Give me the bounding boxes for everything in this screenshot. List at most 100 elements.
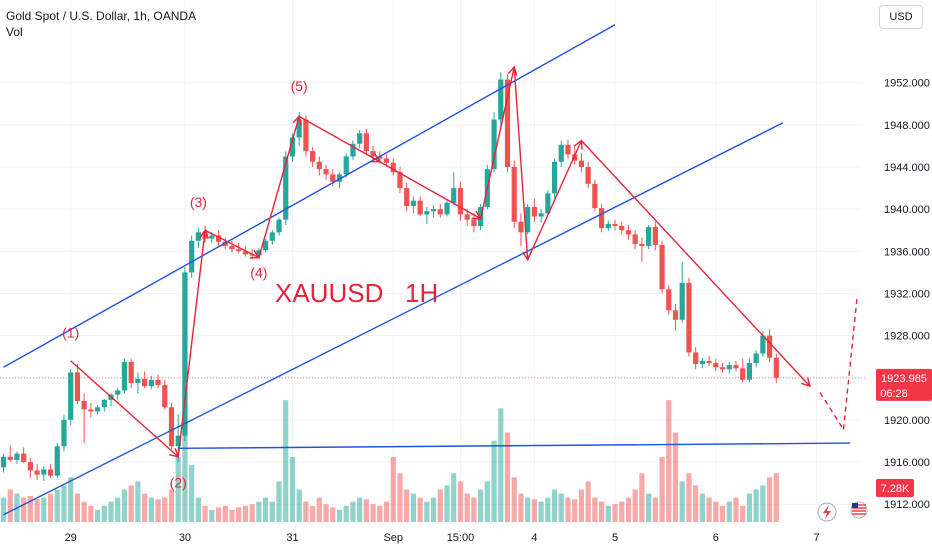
volume-bar [646,493,652,522]
volume-tag [876,479,914,497]
volume-bar [121,489,128,522]
volume-bar [383,501,390,522]
last-price-tag [876,368,932,401]
volume-bar [162,497,168,522]
volume-bars [0,392,779,522]
candle-body [316,161,322,170]
candle-body [330,174,336,182]
price-tick-label: 1920.000 [884,415,930,427]
volume-bar [182,392,188,522]
candle-body [491,119,497,170]
volume-bar [336,509,343,522]
candle-body [592,183,598,209]
wave-label: (4) [250,265,267,281]
volume-bar [27,496,33,522]
volume-bar [377,505,383,522]
candle-body [511,166,517,222]
candle-body [74,372,81,401]
volume-bar [753,489,759,522]
candle-body [430,209,437,212]
candle-body [558,144,564,162]
candle-body [14,453,20,460]
wave-segment [527,140,583,261]
candle-body [54,446,60,476]
candle-body [659,244,665,290]
candle-body [229,246,235,250]
candle-body [410,200,417,206]
channel-lower-line [3,122,784,516]
time-tick-label: 29 [65,532,77,544]
volume-bar [108,501,114,522]
candle-body [518,221,524,233]
volume-bar [370,504,376,522]
candle-body [404,188,410,206]
lightning-bolt-icon [823,505,831,519]
volume-bar [209,509,215,522]
volume-bar [504,432,511,522]
volume-bar [444,485,450,522]
volume-bar [88,505,94,522]
candles [0,72,779,482]
candle-body [236,249,242,252]
candle-body [94,407,101,412]
time-axis[interactable]: 29 30 31 Sep 15:00 4 5 6 7 [65,532,820,544]
candle-body [21,453,27,463]
candle-body [323,169,329,175]
volume-bar [256,501,262,522]
bottom-icons [817,501,868,522]
volume-bar [74,493,81,522]
volume-bar [706,497,712,522]
volume-bar [525,497,531,522]
volume-bar [531,499,537,522]
volume-bar [390,457,396,522]
volume-bar [397,473,403,522]
time-tick-label: 31 [286,532,298,544]
candle-body [666,289,672,311]
volume-bar [21,497,27,522]
volume-bar [229,509,235,522]
volume-bar [484,481,490,522]
candle-body [27,462,33,471]
candle-body [652,227,658,245]
candle-body [699,360,705,365]
candle-body [612,223,618,226]
candle-body [289,137,296,157]
currency-button[interactable]: USD [879,5,923,29]
candle-body [693,352,699,365]
candle-body [726,365,732,370]
candle-body [343,156,349,175]
candle-body [713,362,719,368]
volume-bar [666,400,672,522]
volume-bar [350,501,356,522]
candle-body [101,399,107,408]
volume-bar [437,489,443,522]
candle-body [424,211,430,215]
candle-body [283,156,289,220]
chart-title: XAUUSD 1H [275,278,438,308]
volume-bar [242,505,249,522]
candle-body [773,357,779,378]
grid-lines [0,0,862,520]
projection-segment [842,298,858,430]
volume-bar [632,489,638,522]
candle-body [0,456,7,468]
volume-bar [195,497,201,522]
candle-body [753,353,759,363]
volume-tag-value: 7.28K [881,483,910,495]
candle-body [565,144,571,155]
candle-body [370,151,376,157]
wave-segment [204,229,260,259]
candle-body [646,227,652,247]
volume-bar [289,457,296,522]
candle-body [457,188,464,215]
volume-bar [54,489,60,522]
candle-body [397,172,403,189]
volume-bar [585,481,591,522]
volume-bar [625,497,632,522]
candle-body [471,219,477,226]
volume-bar [713,501,719,522]
last-price-value: 1923.985 [881,373,927,385]
price-axis[interactable]: 1952.000 1948.000 1944.000 1940.000 1936.000… [884,78,930,512]
time-tick-label: 5 [612,532,618,544]
